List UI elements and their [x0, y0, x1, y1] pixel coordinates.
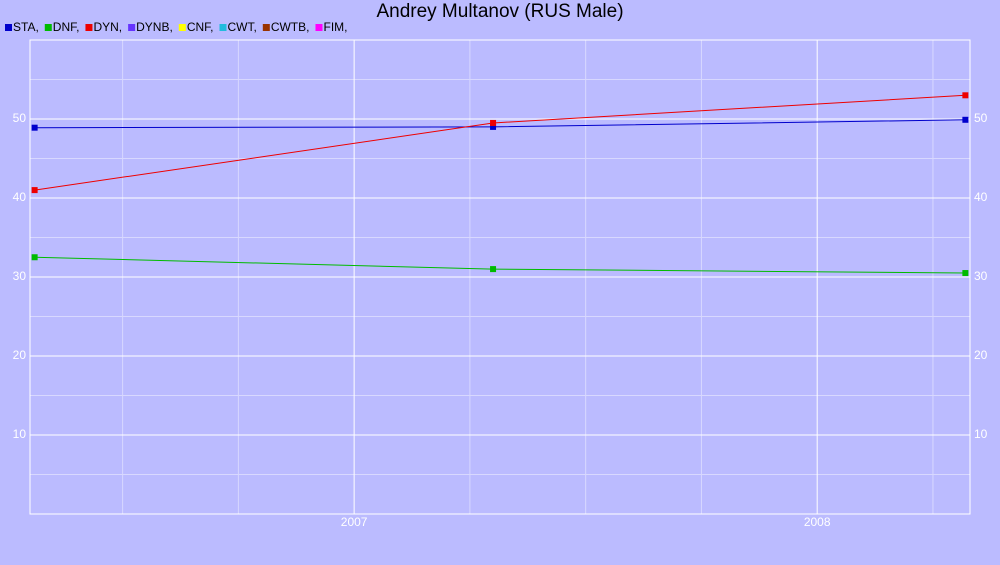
legend-label: CWT, — [227, 20, 256, 34]
data-point — [962, 92, 969, 99]
legend-label: DYN, — [93, 20, 122, 34]
legend-swatch — [44, 24, 52, 31]
data-point — [31, 124, 38, 131]
legend-swatch — [219, 24, 227, 31]
legend-swatch — [5, 24, 12, 31]
y-tick-label-right: 10 — [974, 427, 988, 441]
data-point — [962, 116, 969, 123]
y-tick-label: 50 — [13, 111, 27, 125]
y-tick-label: 30 — [13, 269, 27, 283]
legend-swatch — [315, 24, 323, 31]
y-tick-label: 40 — [13, 190, 27, 204]
legend-label: DYNB, — [136, 20, 173, 34]
legend-label: STA, — [13, 20, 39, 34]
data-point — [490, 123, 497, 130]
data-point — [490, 266, 497, 273]
x-tick-label: 2007 — [341, 515, 368, 529]
data-point — [490, 119, 497, 126]
legend-label: DNF, — [53, 20, 80, 34]
y-tick-label-right: 20 — [974, 348, 988, 362]
legend-label: CWTB, — [271, 20, 310, 34]
data-point — [31, 187, 38, 194]
data-point — [31, 254, 38, 261]
y-tick-label: 20 — [13, 348, 27, 362]
legend-swatch — [85, 24, 93, 31]
legend-label: FIM, — [323, 20, 347, 34]
legend-swatch — [262, 24, 270, 31]
y-tick-label-right: 50 — [974, 111, 988, 125]
y-tick-label: 10 — [13, 427, 27, 441]
legend-swatch — [128, 24, 136, 31]
plot-frame — [29, 39, 971, 515]
y-tick-label-right: 40 — [974, 190, 988, 204]
y-tick-label-right: 30 — [974, 269, 988, 283]
x-tick-label: 2008 — [804, 515, 831, 529]
legend-swatch — [178, 24, 186, 31]
data-point — [962, 270, 969, 277]
chart-title: Andrey Multanov (RUS Male) — [376, 1, 623, 22]
legend-label: CNF, — [187, 20, 214, 34]
